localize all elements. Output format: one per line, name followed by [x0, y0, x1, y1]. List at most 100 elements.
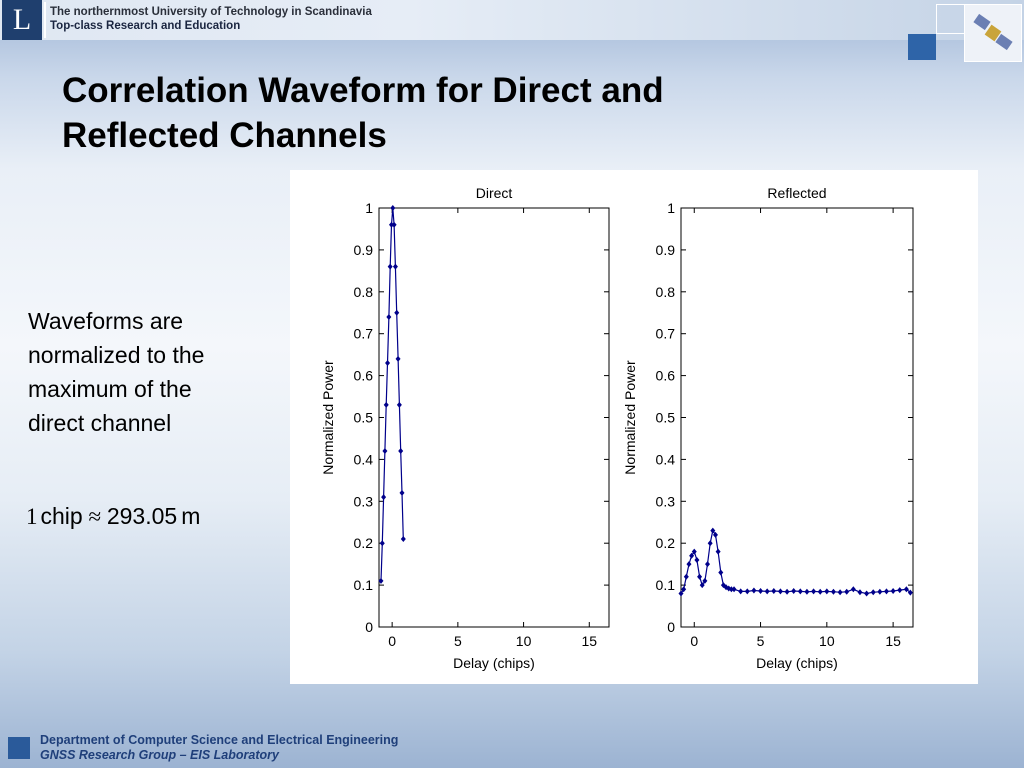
footer-group: GNSS Research Group – EIS Laboratory [40, 748, 279, 762]
chart1-data-point [383, 401, 389, 408]
chart2-data-point [758, 587, 764, 594]
chart1-title: Direct [476, 185, 513, 201]
chart1-xtick-label-2: 10 [516, 633, 532, 649]
chart2-data-point [764, 588, 770, 595]
chart1-ytick-label-0: 0 [365, 619, 373, 635]
chart1-ytick-label-5: 0.5 [354, 410, 374, 426]
body-line1: Waveforms are [28, 308, 184, 334]
chip-length-formula: 1 chip ≈ 293.05 m [26, 503, 200, 530]
university-tagline: The northernmost University of Technolog… [50, 6, 372, 18]
formula-unit-chip: chip [40, 503, 83, 529]
slide-title: Correlation Waveform for Direct and Refl… [62, 68, 882, 158]
chart2-data-point [864, 590, 870, 597]
chart1-data-point [378, 577, 384, 584]
chart2-data-point [718, 569, 724, 576]
chart2-data-point [777, 588, 783, 595]
chart2-ytick-label-6: 0.6 [656, 368, 676, 384]
chart1-xtick-label-1: 5 [454, 633, 462, 649]
chart2-data-point [824, 588, 830, 595]
logo-divider [44, 2, 46, 38]
chart1-xtick-label-3: 15 [581, 633, 597, 649]
chart1-data-point [391, 221, 397, 228]
chart1-axes-box [378, 207, 610, 628]
formula-value: 293.05 [106, 503, 178, 529]
chart2-data-point [804, 588, 810, 595]
chart1-ytick-label-10: 1 [365, 200, 373, 216]
satellite-icon [964, 4, 1022, 62]
chart1-ytick-label-4: 0.4 [354, 451, 374, 467]
chart1-data-point [388, 221, 394, 228]
chart2-data-point [686, 561, 692, 568]
chart2-data-point [691, 548, 697, 555]
chart2-data-point [705, 561, 711, 568]
chart2-data-point [771, 587, 777, 594]
chart1-data-point [400, 536, 406, 543]
chart1-data-point [385, 360, 391, 367]
chart1-ytick-label-9: 0.9 [354, 242, 374, 258]
chart1-ytick-label-3: 0.3 [354, 493, 374, 509]
formula-number: 1 [26, 504, 38, 529]
chart-panel: Direct 0 0.1 0.2 0.3 0.4 0.5 0.6 0.7 0.8 0.9 1 0 5 10 1… [290, 170, 978, 684]
chart1-ytick-label-7: 0.7 [354, 326, 374, 342]
chart2-xtick-label-1: 5 [757, 633, 765, 649]
chart1-ytick-label-2: 0.2 [354, 535, 374, 551]
chart2-data-point [728, 586, 734, 593]
chart2-data-point [751, 587, 757, 594]
chart2-data-point [817, 588, 823, 595]
body-line3: maximum of the [28, 376, 192, 402]
chart2-ytick-label-5: 0.5 [656, 410, 676, 426]
chart1-ytick-label-8: 0.8 [354, 284, 374, 300]
chart1-data-point [394, 309, 400, 316]
chart1-data-point [395, 355, 401, 362]
chart1-ytick-label-1: 0.1 [354, 577, 374, 593]
chart2-data-point [897, 587, 903, 594]
chart1-data-point [396, 401, 402, 408]
chart2-ytick-label-9: 0.9 [656, 242, 676, 258]
chart2-data-point [907, 589, 913, 596]
chart2-data-point [811, 588, 817, 595]
chart2-ytick-label-4: 0.4 [656, 451, 676, 467]
chart2-data-point [837, 589, 843, 596]
body-line4: direct channel [28, 410, 172, 436]
footer-department: Department of Computer Science and Elect… [40, 733, 399, 747]
chart2-data-point [744, 588, 750, 595]
chart1-ylabel: Normalized Power [320, 360, 336, 475]
body-line2: normalized to the [28, 342, 205, 368]
chart2-data-point [681, 586, 687, 593]
chart2-series-line-0 [680, 529, 911, 595]
chart2-data-point [797, 588, 803, 595]
chart2-data-point [694, 556, 700, 563]
chart2-data-point [710, 527, 716, 534]
corner-square-blue [908, 34, 936, 60]
chart2-data-point [715, 548, 721, 555]
chart2-data-point [877, 588, 883, 595]
chart1-data-point [381, 494, 387, 501]
chart2-data-point [791, 587, 797, 594]
chart2-data-point [844, 588, 850, 595]
chart2-data-point [830, 588, 836, 595]
chart2-ytick-label-8: 0.8 [656, 284, 676, 300]
body-text: Waveforms are normalized to the maximum … [28, 304, 278, 440]
chart2-data-point [738, 588, 744, 595]
chart2-xtick-label-3: 15 [885, 633, 901, 649]
chart1-xtick-label-0: 0 [388, 633, 396, 649]
chart2-xtick-label-0: 0 [690, 633, 698, 649]
chart1-data-point [386, 313, 392, 320]
header-bar [0, 0, 1024, 40]
chart2-title: Reflected [767, 185, 826, 201]
slide-title-line2: Reflected Channels [62, 116, 387, 155]
corner-square-outline [936, 4, 966, 34]
chart1-data-point [398, 448, 404, 455]
chart1-data-point [382, 448, 388, 455]
university-subtagline: Top-class Research and Education [50, 20, 241, 32]
chart2-data-point [883, 588, 889, 595]
chart1-data-point [399, 489, 405, 496]
chart1-data-point [387, 263, 393, 270]
chart2-data-point [890, 587, 896, 594]
formula-unit-m: m [181, 503, 201, 529]
chart2-ytick-label-0: 0 [667, 619, 675, 635]
chart2-data-point [731, 586, 737, 593]
footer-square [8, 737, 30, 759]
chart2-ylabel: Normalized Power [622, 360, 638, 475]
